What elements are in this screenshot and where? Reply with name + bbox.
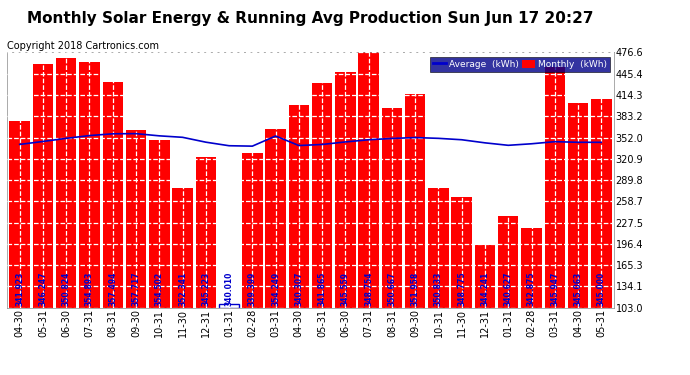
Bar [288, 105, 309, 308]
Text: 354.249: 354.249 [271, 272, 280, 306]
Bar [32, 64, 53, 308]
Text: 345.063: 345.063 [573, 272, 582, 306]
Text: 350.824: 350.824 [61, 272, 70, 306]
Text: Monthly Solar Energy & Running Avg Production Sun Jun 17 20:27: Monthly Solar Energy & Running Avg Produ… [27, 11, 594, 26]
Text: 345.000: 345.000 [597, 272, 606, 306]
Text: 348.775: 348.775 [457, 272, 466, 306]
Text: 345.947: 345.947 [551, 272, 560, 306]
Text: 357.494: 357.494 [108, 272, 117, 306]
Bar [405, 94, 426, 308]
Text: Copyright 2018 Cartronics.com: Copyright 2018 Cartronics.com [7, 41, 159, 51]
Bar [172, 188, 193, 308]
Text: 350.667: 350.667 [387, 272, 397, 306]
Bar [451, 197, 472, 308]
Bar [56, 58, 77, 308]
Text: 339.399: 339.399 [248, 272, 257, 306]
Text: 354.893: 354.893 [85, 272, 94, 306]
Text: 340.307: 340.307 [295, 272, 304, 306]
Bar [219, 304, 239, 307]
Text: 341.865: 341.865 [317, 272, 326, 306]
Text: 344.241: 344.241 [480, 272, 489, 306]
Bar [428, 188, 448, 308]
Bar [10, 121, 30, 308]
Bar [521, 228, 542, 308]
Bar [126, 130, 146, 308]
Text: 350.833: 350.833 [434, 272, 443, 306]
Legend: Average  (kWh), Monthly  (kWh): Average (kWh), Monthly (kWh) [430, 57, 609, 72]
Text: 340.627: 340.627 [504, 272, 513, 306]
Bar [149, 140, 170, 308]
Bar [79, 63, 100, 308]
Text: 351.958: 351.958 [411, 272, 420, 306]
Text: 357.717: 357.717 [132, 272, 141, 306]
Text: 354.502: 354.502 [155, 272, 164, 306]
Bar [475, 245, 495, 308]
Text: 346.247: 346.247 [39, 272, 48, 306]
Text: 342.875: 342.875 [527, 272, 536, 306]
Bar [312, 83, 333, 308]
Bar [195, 158, 216, 308]
Bar [266, 129, 286, 308]
Bar [358, 51, 379, 308]
Text: 352.341: 352.341 [178, 272, 187, 306]
Text: 348.754: 348.754 [364, 272, 373, 306]
Bar [498, 216, 518, 308]
Text: 345.223: 345.223 [201, 272, 210, 306]
Bar [382, 108, 402, 307]
Bar [103, 82, 123, 308]
Bar [242, 153, 263, 308]
Text: 341.923: 341.923 [15, 272, 24, 306]
Bar [544, 67, 565, 308]
Bar [568, 104, 589, 308]
Text: 340.010: 340.010 [224, 272, 234, 306]
Bar [591, 99, 611, 308]
Bar [335, 72, 355, 308]
Text: 345.559: 345.559 [341, 272, 350, 306]
